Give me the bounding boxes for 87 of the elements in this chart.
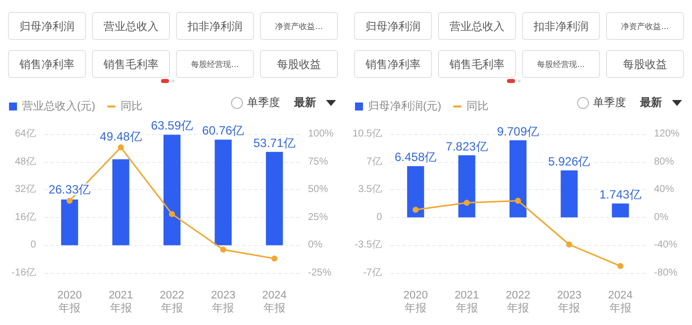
- data-label: 49.48亿: [100, 129, 142, 144]
- legend-label: 同比: [466, 100, 488, 112]
- data-label: 6.458亿: [394, 150, 437, 164]
- bar: [164, 134, 180, 246]
- y2-tick-label: 100%: [308, 128, 334, 140]
- y2-tick-label: -80%: [654, 268, 678, 278]
- y2-tick-label: 120%: [654, 128, 680, 140]
- text: 扣非净利润: [176, 12, 254, 40]
- x-tick-label: 2024 年报: [262, 290, 287, 314]
- y2-tick-label: 80%: [654, 156, 674, 168]
- y-tick-label: -7亿: [363, 268, 382, 278]
- point: [169, 211, 175, 218]
- point: [464, 200, 470, 206]
- point: [118, 144, 124, 150]
- text: 营业总收入: [92, 12, 170, 40]
- point: [515, 198, 521, 204]
- text: 销售毛利率: [92, 50, 170, 78]
- y-tick-label: 0: [30, 240, 36, 251]
- text: 单季度: [593, 95, 626, 110]
- bar: [458, 155, 476, 218]
- y-tick-label: 7亿: [366, 156, 382, 168]
- bar: [560, 170, 578, 218]
- x-tick-label: 2022 年报: [506, 290, 530, 314]
- y2-tick-label: 50%: [308, 184, 328, 196]
- point: [271, 256, 278, 262]
- bar: [510, 140, 526, 218]
- x-tick-label: 2024 年报: [608, 290, 633, 314]
- text: 最新: [640, 95, 662, 110]
- y-tick-label: 32亿: [14, 184, 36, 196]
- text: 净资产收益...: [260, 12, 338, 40]
- bar: [214, 140, 232, 246]
- y-tick-label: 10.5亿: [352, 128, 382, 140]
- legend-label: 同比: [120, 100, 142, 112]
- data-label: 53.71亿: [253, 136, 296, 150]
- y2-tick-label: 40%: [654, 184, 674, 196]
- y-tick-label: 48亿: [14, 156, 36, 168]
- y2-tick-label: 25%: [308, 212, 328, 223]
- bar: [612, 204, 629, 218]
- x-tick-label: 2020 年报: [403, 290, 428, 314]
- text: 每股经营现...: [176, 50, 254, 78]
- y-tick-label: 3.5亿: [358, 184, 382, 196]
- y-tick-label: 16亿: [14, 212, 36, 223]
- text: 扣非净利润: [522, 12, 600, 40]
- legend-label: 营业总收入(元): [22, 100, 96, 112]
- data-label: 1.743亿: [599, 188, 642, 202]
- bar: [266, 152, 283, 246]
- text: 单季度: [247, 95, 280, 110]
- data-label: 9.709亿: [496, 124, 540, 138]
- x-tick-label: 2020 年报: [57, 290, 82, 314]
- text: 归母净利润: [354, 12, 432, 40]
- y2-tick-label: -25%: [308, 268, 332, 278]
- y2-tick-label: 75%: [308, 156, 328, 168]
- text: 净资产收益...: [606, 12, 684, 40]
- data-label: 63.59亿: [150, 118, 194, 133]
- text: 营业总收入: [438, 12, 516, 40]
- x-tick-label: 2023 年报: [210, 290, 236, 314]
- y2-tick-label: -40%: [654, 240, 678, 251]
- text: 每股收益: [260, 50, 338, 78]
- legend-label: 归母净利润(元): [368, 100, 442, 112]
- y-tick-label: 64亿: [14, 128, 36, 140]
- data-label: 5.926亿: [548, 154, 590, 168]
- text: 最新: [294, 95, 316, 110]
- text: 每股经营现...: [522, 50, 600, 78]
- y-tick-label: -16亿: [12, 268, 36, 278]
- point: [412, 206, 419, 213]
- point: [566, 242, 572, 248]
- bar: [61, 199, 78, 246]
- text: 销售净利率: [8, 50, 86, 78]
- data-label: 7.823亿: [446, 139, 488, 154]
- y-tick-label: -3.5亿: [354, 240, 382, 251]
- point: [66, 198, 73, 204]
- bar: [112, 159, 130, 246]
- point: [220, 246, 226, 253]
- text: 销售毛利率: [438, 50, 516, 78]
- x-tick-label: 2023 年报: [556, 290, 582, 314]
- data-label: 60.76亿: [202, 124, 244, 138]
- bar: [407, 166, 424, 218]
- y-tick-label: 0: [376, 212, 382, 223]
- x-tick-label: 2021 年报: [454, 290, 480, 314]
- y2-tick-label: 0%: [654, 212, 669, 223]
- point: [617, 263, 624, 270]
- text: 销售净利率: [354, 50, 432, 78]
- x-tick-label: 2022 年报: [160, 290, 184, 314]
- text: 每股收益: [606, 50, 684, 78]
- x-tick-label: 2021 年报: [108, 290, 134, 314]
- text: 归母净利润: [8, 12, 86, 40]
- y2-tick-label: 0%: [308, 240, 323, 251]
